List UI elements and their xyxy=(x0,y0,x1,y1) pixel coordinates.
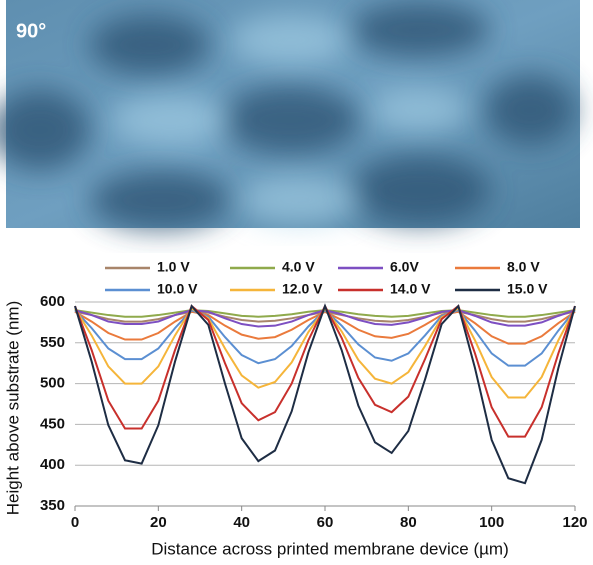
legend-label: 1.0 V xyxy=(157,259,190,275)
x-tick-label: 120 xyxy=(562,514,587,531)
series-line xyxy=(74,303,576,485)
y-tick-label: 450 xyxy=(40,415,65,432)
x-tick-label: 20 xyxy=(150,514,167,531)
x-tick-label: 0 xyxy=(71,514,79,531)
x-tick-label: 60 xyxy=(317,514,334,531)
y-tick-label: 550 xyxy=(40,334,65,351)
y-tick-label: 400 xyxy=(40,456,65,473)
micrograph: 90° xyxy=(0,0,580,230)
series-line xyxy=(74,310,576,345)
legend-label: 10.0 V xyxy=(157,281,198,297)
y-tick-label: 350 xyxy=(40,497,65,514)
legend-label: 12.0 V xyxy=(282,281,323,297)
y-tick-label: 500 xyxy=(40,375,65,392)
x-tick-label: 100 xyxy=(479,514,504,531)
legend-label: 14.0 V xyxy=(390,281,431,297)
x-tick-label: 80 xyxy=(400,514,417,531)
x-tick-label: 40 xyxy=(233,514,250,531)
y-axis-title: Height above substrate (nm) xyxy=(3,301,22,516)
legend-label: 6.0V xyxy=(390,259,419,275)
series-line xyxy=(74,308,576,367)
y-tick-label: 600 xyxy=(40,293,65,310)
legend-label: 15.0 V xyxy=(507,281,548,297)
x-axis-title: Distance across printed membrane device … xyxy=(151,539,508,558)
legend-label: 4.0 V xyxy=(282,259,315,275)
legend-label: 8.0 V xyxy=(507,259,540,275)
image-label: 90° xyxy=(16,20,46,42)
series-line xyxy=(74,303,576,438)
